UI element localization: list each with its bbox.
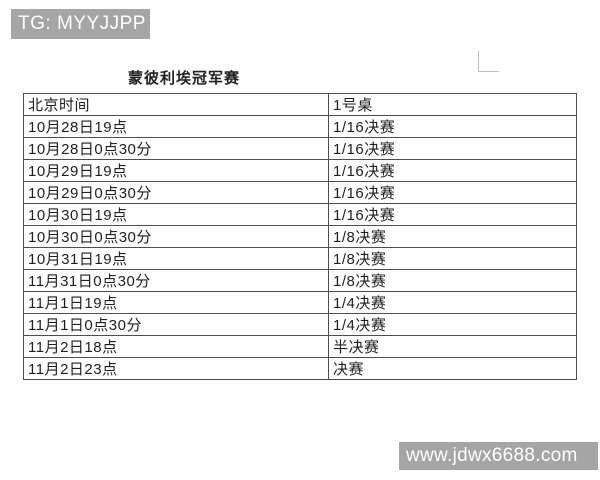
- table-row: 11月2日23点 决赛: [23, 357, 577, 380]
- telegram-watermark-label: TG: MYYJJPP: [18, 13, 146, 34]
- table-row: 10月28日0点30分 1/16决赛: [23, 137, 577, 160]
- time-cell: 10月30日0点30分: [23, 225, 329, 248]
- time-cell: 10月30日19点: [23, 203, 329, 226]
- table-row: 10月30日0点30分 1/8决赛: [23, 225, 577, 248]
- round-cell: 半决赛: [328, 335, 577, 358]
- schedule-table-body: 10月28日19点 1/16决赛 10月28日0点30分 1/16决赛 10月29日19…: [23, 115, 577, 380]
- schedule-table: 北京时间 1号桌 10月28日19点 1/16决赛 10月28日0点30分 1/16决…: [23, 93, 577, 380]
- table-row: 10月30日19点 1/16决赛: [23, 203, 577, 226]
- time-cell: 11月1日0点30分: [23, 313, 329, 336]
- website-watermark-label: www.jdwx6688.com: [406, 445, 578, 466]
- round-cell: 1/8决赛: [328, 269, 577, 292]
- table-row: 10月29日19点 1/16决赛: [23, 159, 577, 182]
- time-cell: 11月1日19点: [23, 291, 329, 314]
- round-cell: 1/16决赛: [328, 203, 577, 226]
- time-cell: 10月29日19点: [23, 159, 329, 182]
- time-cell: 10月28日0点30分: [23, 137, 329, 160]
- table-row: 10月28日19点 1/16决赛: [23, 115, 577, 138]
- time-cell: 10月29日0点30分: [23, 181, 329, 204]
- table-row: 10月31日19点 1/8决赛: [23, 247, 577, 270]
- round-cell: 1/16决赛: [328, 137, 577, 160]
- corner-crop-mark: [478, 51, 499, 72]
- round-cell: 1/8决赛: [328, 247, 577, 270]
- website-watermark-badge: www.jdwx6688.com: [399, 442, 598, 470]
- round-cell: 1/4决赛: [328, 291, 577, 314]
- table-row: 11月31日0点30分 1/8决赛: [23, 269, 577, 292]
- telegram-watermark-badge: TG: MYYJJPP: [11, 9, 150, 39]
- round-cell: 1/16决赛: [328, 181, 577, 204]
- table-row: 11月1日0点30分 1/4决赛: [23, 313, 577, 336]
- round-cell: 1/16决赛: [328, 115, 577, 138]
- time-cell: 11月2日18点: [23, 335, 329, 358]
- time-cell: 11月31日0点30分: [23, 269, 329, 292]
- header-row: 北京时间 1号桌: [23, 93, 577, 116]
- time-cell: 10月28日19点: [23, 115, 329, 138]
- column-header-beijing-time: 北京时间: [23, 93, 329, 116]
- column-header-table-1: 1号桌: [328, 93, 577, 116]
- round-cell: 1/16决赛: [328, 159, 577, 182]
- page-title: 蒙彼利埃冠军赛: [128, 70, 241, 87]
- time-cell: 11月2日23点: [23, 357, 329, 380]
- time-cell: 10月31日19点: [23, 247, 329, 270]
- round-cell: 1/4决赛: [328, 313, 577, 336]
- round-cell: 1/8决赛: [328, 225, 577, 248]
- table-row: 11月2日18点 半决赛: [23, 335, 577, 358]
- table-row: 10月29日0点30分 1/16决赛: [23, 181, 577, 204]
- table-row: 11月1日19点 1/4决赛: [23, 291, 577, 314]
- round-cell: 决赛: [328, 357, 577, 380]
